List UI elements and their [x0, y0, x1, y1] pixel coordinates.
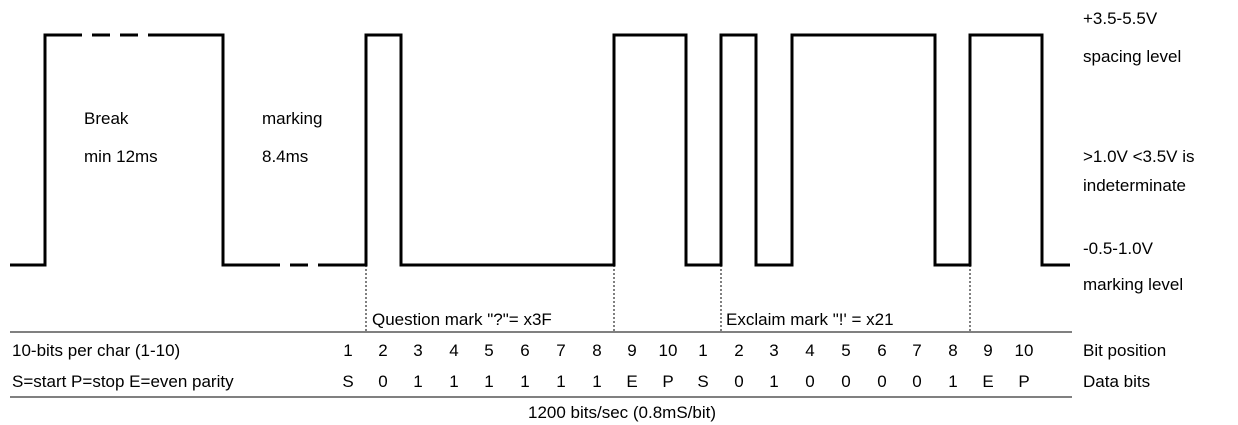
spacing-voltage: +3.5-5.5V [1083, 9, 1158, 28]
bit-position-row-label: 10-bits per char (1-10) [12, 341, 180, 360]
bit-position-2: 2 [378, 341, 387, 360]
marking-level-label: marking level [1083, 275, 1183, 294]
data-bit-19: E [982, 372, 993, 391]
bit-rate-footer: 1200 bits/sec (0.8mS/bit) [528, 403, 716, 422]
level-labels: +3.5-5.5V spacing level >1.0V <3.5V is i… [1083, 9, 1195, 294]
bit-position-13: 3 [769, 341, 778, 360]
data-bit-18: 1 [948, 372, 957, 391]
data-bit-1: S [342, 372, 353, 391]
marking-title: marking [262, 109, 322, 128]
break-pulse [10, 33, 64, 267]
data-bit-16: 0 [877, 372, 886, 391]
data-bit-13: 1 [769, 372, 778, 391]
bit-position-15: 5 [841, 341, 850, 360]
spacing-level-label: spacing level [1083, 47, 1181, 66]
data-bit-12: 0 [734, 372, 743, 391]
character-boundaries [365, 265, 971, 332]
data-bit-2: 0 [378, 372, 387, 391]
question-mark-label: Question mark "?"= x3F [372, 310, 552, 329]
break-time: min 12ms [84, 147, 158, 166]
break-fall [150, 33, 262, 267]
bit-position-4: 4 [449, 341, 458, 360]
bit-position-values: 1 2 3 4 5 6 7 8 9 10 1 2 3 4 5 6 7 8 9 10 [343, 341, 1033, 360]
data-bit-11: S [697, 372, 708, 391]
exclaim-mark-label: Exclaim mark "!' = x21 [726, 310, 894, 329]
bit-position-10: 10 [659, 341, 678, 360]
signal-waveform [10, 33, 1070, 267]
bit-position-9: 9 [627, 341, 636, 360]
data-bit-3: 1 [413, 372, 422, 391]
bit-position-heading: Bit position [1083, 341, 1166, 360]
bit-position-11: 1 [698, 341, 707, 360]
bit-position-19: 9 [983, 341, 992, 360]
data-bit-15: 0 [841, 372, 850, 391]
bit-position-14: 4 [805, 341, 814, 360]
bit-position-16: 6 [877, 341, 886, 360]
bit-position-12: 2 [734, 341, 743, 360]
data-bit-10: P [662, 372, 673, 391]
indeterminate-label: indeterminate [1083, 176, 1186, 195]
character-bits-waveform [335, 33, 1070, 267]
data-bit-4: 1 [449, 372, 458, 391]
bit-position-5: 5 [484, 341, 493, 360]
bit-position-18: 8 [948, 341, 957, 360]
bit-position-6: 6 [520, 341, 529, 360]
data-bits-heading: Data bits [1083, 372, 1150, 391]
bit-position-17: 7 [912, 341, 921, 360]
bit-position-3: 3 [413, 341, 422, 360]
bit-position-7: 7 [556, 341, 565, 360]
data-bit-17: 0 [912, 372, 921, 391]
bit-position-1: 1 [343, 341, 352, 360]
data-bit-values: S 0 1 1 1 1 1 1 E P S 0 1 0 0 0 0 1 E P [342, 372, 1029, 391]
data-bit-6: 1 [520, 372, 529, 391]
data-bit-14: 0 [805, 372, 814, 391]
indeterminate-voltage: >1.0V <3.5V is [1083, 147, 1195, 166]
marking-time: 8.4ms [262, 147, 308, 166]
data-bits-row-label: S=start P=stop E=even parity [12, 372, 234, 391]
data-bit-9: E [626, 372, 637, 391]
data-bit-5: 1 [484, 372, 493, 391]
data-bit-20: P [1018, 372, 1029, 391]
bit-position-20: 10 [1015, 341, 1034, 360]
break-title: Break [84, 109, 129, 128]
bit-position-8: 8 [592, 341, 601, 360]
data-bit-7: 1 [556, 372, 565, 391]
data-bit-8: 1 [592, 372, 601, 391]
marking-voltage: -0.5-1.0V [1083, 239, 1154, 258]
